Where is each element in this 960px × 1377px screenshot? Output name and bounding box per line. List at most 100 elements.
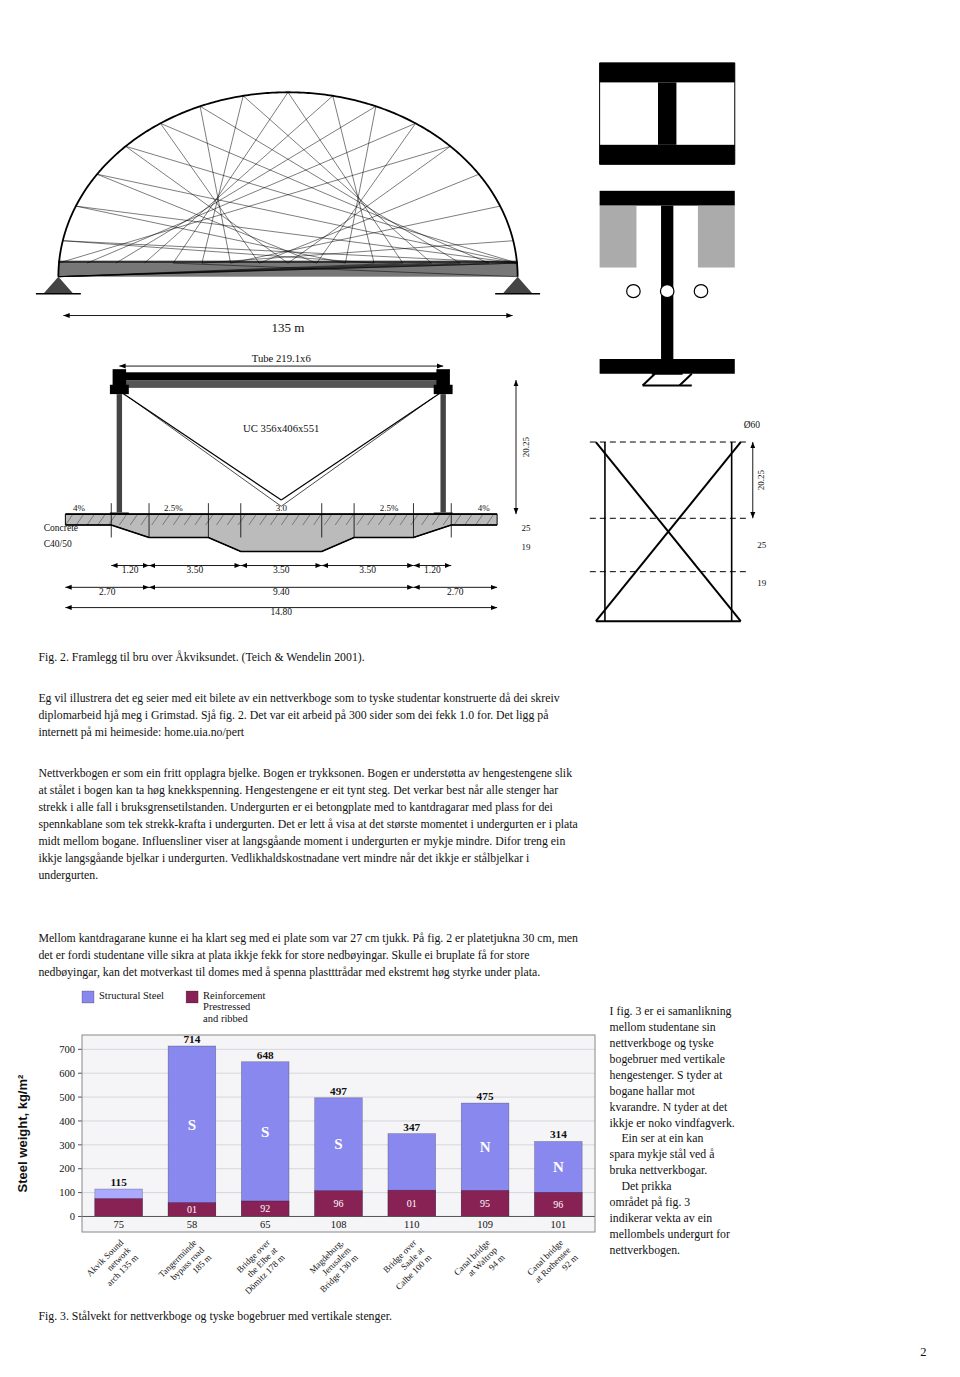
text-line: 2.70 (447, 587, 464, 597)
hanger (63, 241, 518, 263)
text-line: 96 (334, 1198, 344, 1209)
zero-line (82, 1216, 595, 1217)
text-line: 1.20 (424, 565, 441, 575)
text-line: 4% (478, 503, 491, 513)
paragraph: Det prikkaområdet på fig. 3indikerar vek… (610, 1179, 730, 1257)
bar (388, 1134, 436, 1217)
category-label: Canal bridgeat Rothensee92 m (525, 1238, 580, 1293)
text-line: Fig. 3. Stålvekt for nettverkboge og tys… (38, 1309, 392, 1323)
text-line: 714 (183, 1033, 200, 1045)
text-line: 475 (477, 1090, 494, 1102)
caption: Fig. 3. Stålvekt for nettverkboge og tys… (38, 1309, 392, 1323)
hatch-line (141, 514, 149, 525)
profile-tick (240, 503, 241, 537)
inner-label: 92 (260, 1203, 270, 1214)
text-line: N (553, 1159, 564, 1175)
text-line: 600 (59, 1068, 75, 1079)
text-line: 2.5% (380, 503, 399, 513)
hatch-line (389, 514, 397, 525)
hatch-line (465, 514, 473, 525)
drawing-label: 9.40 (273, 587, 290, 597)
deck (58, 263, 517, 277)
section-marker (590, 518, 747, 519)
text-line: undergurten. (38, 868, 98, 882)
flange (600, 191, 735, 206)
text-line: internett på mi heimeside: home.uia.no/p… (38, 725, 244, 739)
profile-tick (111, 503, 112, 537)
pin (666, 359, 669, 374)
drawing-label: 1.20 (424, 565, 441, 575)
profile-tick (413, 503, 414, 537)
text-line: nedbøyingar, kan det motverkast til dome… (38, 965, 540, 979)
text-line: 200 (59, 1163, 75, 1174)
paragraph: I fig. 3 er ei samanlikningmellom studen… (610, 1004, 735, 1130)
dimension-line (752, 442, 753, 518)
text-line: 115 (110, 1176, 127, 1188)
text-line: 3.0 (276, 503, 288, 513)
caption: Fig. 2. Framlegg til bru over Åkviksunde… (38, 650, 364, 664)
text-line: 95 (480, 1198, 490, 1209)
tick-mark (78, 1216, 82, 1217)
text-line: 92 m (560, 1252, 580, 1272)
page-text: Fig. 2. Framlegg til bru over Åkviksunde… (38, 650, 926, 1359)
text-line: 0 (70, 1211, 75, 1222)
profile-tick (321, 503, 322, 537)
bar (168, 1046, 216, 1216)
y-axis: 0100200300400500600700 (59, 1044, 595, 1222)
text-line: Ø60 (744, 420, 761, 430)
grid-line (82, 1049, 595, 1050)
text-line: at stålet i bogen kan ta høg knekkspenni… (38, 783, 558, 797)
hatch-line (443, 514, 451, 525)
drawing-label: 2.5% (164, 503, 183, 513)
bar (388, 1190, 436, 1216)
brace (281, 391, 443, 500)
tick-mark (78, 1192, 82, 1193)
text-line: området på fig. 3 (610, 1195, 691, 1209)
inner-label: 95 (480, 1198, 490, 1209)
bar (315, 1191, 363, 1217)
text-line: Bridge 130 m (318, 1252, 360, 1294)
tick-mark (78, 1073, 82, 1074)
drawing-label: Tube 219.1x6 (252, 352, 312, 364)
text-line: Reinforcement (203, 990, 265, 1001)
tick-label: 500 (59, 1092, 75, 1103)
legend-label: ReinforcementPrestressedand ribbed (203, 990, 265, 1024)
flange (600, 63, 735, 83)
hanger (200, 106, 460, 263)
hatch-line (368, 514, 376, 525)
hanger (58, 146, 450, 263)
hatch-line (486, 514, 494, 525)
inner-label: 01 (187, 1204, 197, 1215)
text-line: S (334, 1136, 342, 1152)
paragraph: Nettverkbogen er som ein fritt opplagra … (38, 766, 578, 883)
drawing-label: UC 356x406x551 (243, 422, 319, 434)
hatch-line (303, 514, 311, 525)
text-line: det er fordi studentane ville sikra at p… (38, 948, 529, 962)
text-line: Steel weight, kg/m² (15, 1074, 30, 1192)
category-label: Tangermündebypass road185 m (157, 1237, 214, 1294)
text-line: 01 (407, 1198, 417, 1209)
text-line: Structural Steel (99, 990, 164, 1001)
text-line: hengestenger. S tyder at (610, 1068, 723, 1082)
text-line: arch 135 m (104, 1252, 140, 1288)
text-line: 92 (260, 1203, 270, 1214)
text-line: 3.50 (273, 565, 290, 575)
text-line: Ein ser at ein kan (610, 1131, 704, 1145)
text-line: S (188, 1117, 196, 1133)
hatch-line (152, 514, 160, 525)
drawing-label: 2.70 (99, 587, 116, 597)
data-label: 110 (404, 1219, 419, 1230)
hatch-line (216, 514, 224, 525)
detail-section (600, 63, 735, 164)
text-line: 500 (59, 1092, 75, 1103)
drawing-label: C40/50 (44, 539, 72, 549)
top-chord (119, 380, 443, 388)
column-web (440, 394, 445, 512)
slab-outline (65, 525, 497, 551)
detail-diagonal: 20.252519Ø60 (590, 420, 767, 621)
grid-line (82, 1073, 595, 1074)
text-line: 19 (521, 542, 531, 552)
data-label: 65 (260, 1219, 271, 1230)
hatch-line (173, 514, 181, 525)
text-line: 65 (260, 1219, 271, 1230)
